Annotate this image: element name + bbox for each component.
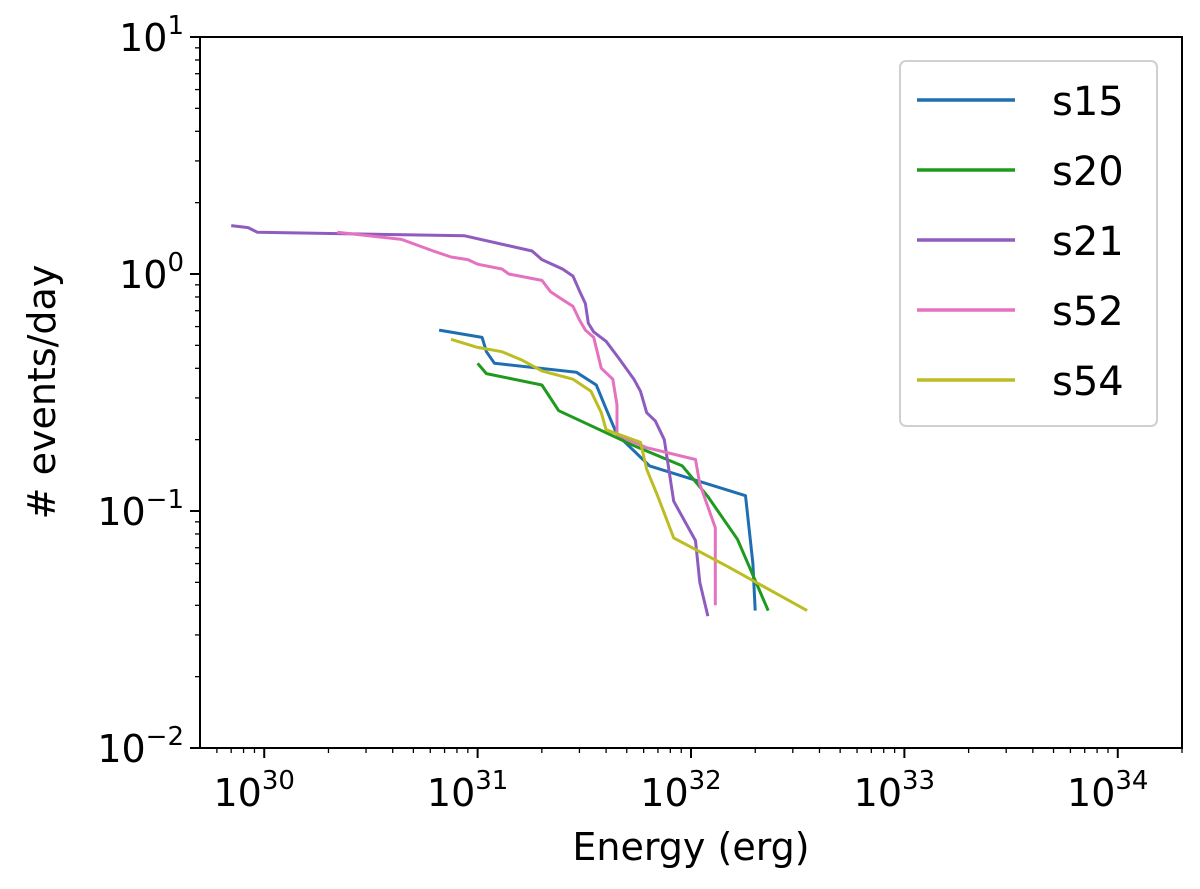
axis-ticks: 1030 1031 1032 1033 1034 10−2 10−1 100 101 — [97, 11, 1183, 815]
series-line-s52 — [337, 230, 717, 606]
series-line-s20 — [476, 362, 770, 612]
x-tick-label: 1033 — [854, 766, 935, 815]
plot-frame — [199, 36, 1183, 749]
x-tick-label: 1031 — [427, 766, 508, 815]
legend-label-s54: s54 — [1052, 359, 1124, 405]
x-tick-label: 1032 — [640, 766, 721, 815]
legend-label-s20: s20 — [1052, 149, 1124, 195]
y-axis-label: # events/day — [20, 265, 64, 520]
x-axis-label: Energy (erg) — [572, 825, 809, 869]
y-tick-label: 100 — [119, 248, 184, 297]
y-tick-label: 10−1 — [97, 485, 184, 534]
legend-label-s15: s15 — [1052, 79, 1124, 125]
x-tick-label: 1030 — [214, 766, 295, 815]
y-tick-label: 10−2 — [97, 722, 184, 771]
legend-label-s21: s21 — [1052, 219, 1124, 265]
y-tick-label: 101 — [119, 11, 184, 60]
legend-frame — [899, 60, 1158, 427]
series-line-s54 — [450, 337, 808, 612]
series-layer — [231, 224, 808, 617]
x-tick-label: 1034 — [1067, 766, 1148, 815]
legend-label-s52: s52 — [1052, 289, 1124, 335]
legend: s15 s20 s21 s52 s54 — [899, 60, 1158, 427]
series-line-s21 — [231, 224, 710, 617]
